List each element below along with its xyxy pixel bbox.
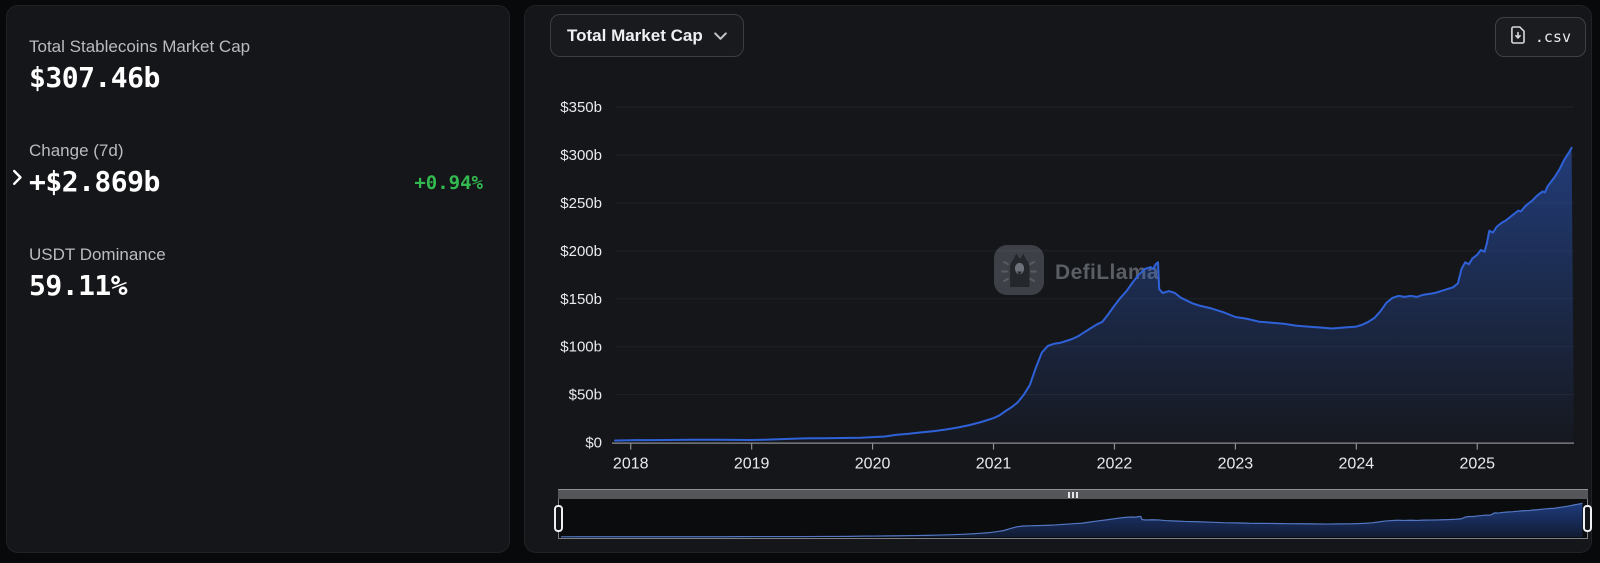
svg-text:2021: 2021 xyxy=(976,456,1012,471)
svg-text:$350b: $350b xyxy=(560,99,602,116)
svg-text:2018: 2018 xyxy=(613,456,649,471)
brush-minimap[interactable] xyxy=(558,499,1588,539)
svg-text:2025: 2025 xyxy=(1459,456,1495,471)
svg-text:$100b: $100b xyxy=(560,339,602,356)
chart-panel: Total Market Cap .csv xyxy=(524,5,1592,553)
svg-text:2024: 2024 xyxy=(1339,456,1375,471)
download-csv-button[interactable]: .csv xyxy=(1494,17,1586,57)
svg-text:$300b: $300b xyxy=(560,147,602,164)
brush-drag-bar[interactable] xyxy=(558,489,1588,499)
svg-text:2020: 2020 xyxy=(855,456,891,471)
brush-handle-left[interactable] xyxy=(554,505,563,532)
defillama-watermark: DefiLlama xyxy=(993,244,1159,301)
stat-total-market-cap: Total Stablecoins Market Cap $307.46b xyxy=(29,36,485,96)
change-percent-badge: +0.94% xyxy=(414,172,483,194)
stat-value: 59.11% xyxy=(29,269,128,302)
svg-text:$50b: $50b xyxy=(569,387,602,404)
svg-text:$250b: $250b xyxy=(560,195,602,212)
stat-value: +$2.869b xyxy=(29,165,160,198)
svg-text:2019: 2019 xyxy=(734,456,770,471)
stat-change-7d: Change (7d) +$2.869b +0.94% xyxy=(13,140,485,200)
stat-label: Change (7d) xyxy=(29,141,124,160)
grip-icon xyxy=(1068,492,1078,498)
defillama-logo-icon xyxy=(993,244,1045,301)
svg-text:$200b: $200b xyxy=(560,243,602,260)
stat-label: Total Stablecoins Market Cap xyxy=(29,37,251,56)
stat-value: $307.46b xyxy=(29,61,160,94)
svg-text:$150b: $150b xyxy=(560,291,602,308)
svg-text:2023: 2023 xyxy=(1218,456,1254,471)
svg-text:$0: $0 xyxy=(585,435,602,452)
file-download-icon xyxy=(1510,26,1526,48)
stablecoins-market-cap-chart[interactable]: $0 $50b $100b $150b $200b $250b $300b $350b 2018… xyxy=(525,61,1593,471)
watermark-label: DefiLlama xyxy=(1055,260,1159,284)
metric-dropdown[interactable]: Total Market Cap xyxy=(550,14,744,57)
csv-button-label: .csv xyxy=(1534,28,1571,46)
metric-dropdown-label: Total Market Cap xyxy=(567,25,703,45)
stat-label: USDT Dominance xyxy=(29,245,166,264)
chevron-right-icon[interactable] xyxy=(12,169,23,191)
chevron-down-icon xyxy=(713,26,727,46)
svg-text:2022: 2022 xyxy=(1097,456,1133,471)
timeline-brush xyxy=(554,489,1592,539)
stats-panel: Total Stablecoins Market Cap $307.46b Ch… xyxy=(6,5,510,553)
stat-usdt-dominance: USDT Dominance 59.11% xyxy=(29,244,485,304)
brush-handle-right[interactable] xyxy=(1583,505,1592,532)
